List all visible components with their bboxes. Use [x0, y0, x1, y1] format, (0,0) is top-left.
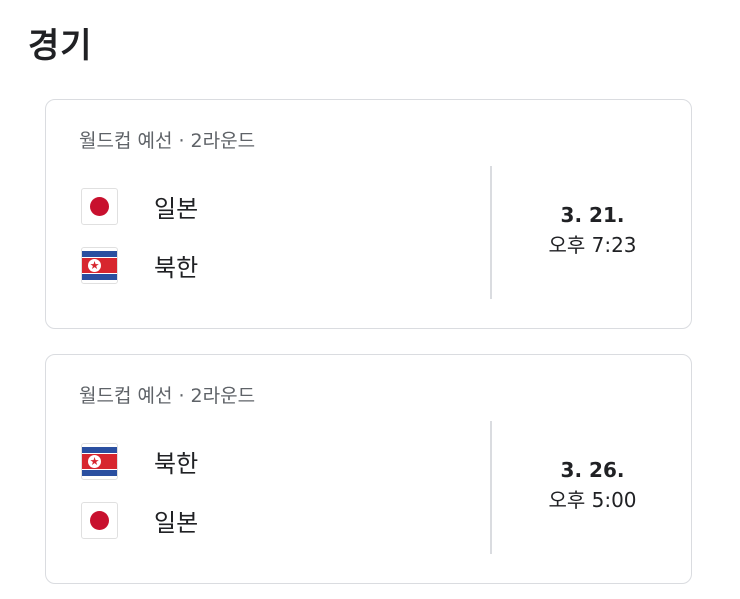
team-name: 일본 [154, 194, 199, 223]
north-korea-flag-icon: ★ [81, 246, 118, 284]
team-row-away[interactable]: 일본 [81, 500, 198, 540]
kickoff-info: 3. 26. 오후 5:00 [492, 455, 693, 515]
competition-label: 월드컵 예선 · 2라운드 [79, 385, 256, 407]
team-name: 북한 [154, 253, 199, 282]
competition-label: 월드컵 예선 · 2라운드 [79, 130, 256, 152]
match-date: 3. 21. [560, 203, 625, 227]
north-korea-flag-icon: ★ [81, 442, 118, 480]
match-time: 오후 5:00 [548, 488, 637, 512]
team-row-away[interactable]: ★ 북한 [81, 245, 198, 285]
team-name: 일본 [154, 508, 199, 537]
team-row-home[interactable]: 일본 [81, 186, 198, 226]
match-card[interactable]: 월드컵 예선 · 2라운드 일본 ★ 북한 3. 21. 오후 7:23 [45, 99, 692, 329]
divider [490, 166, 492, 299]
divider [490, 421, 492, 554]
kickoff-info: 3. 21. 오후 7:23 [492, 200, 693, 260]
team-name: 북한 [154, 449, 199, 478]
match-card[interactable]: 월드컵 예선 · 2라운드 ★ 북한 일본 3. 26. 오후 5:00 [45, 354, 692, 584]
japan-flag-icon [81, 501, 118, 539]
section-title: 경기 [28, 26, 93, 66]
team-row-home[interactable]: ★ 북한 [81, 441, 198, 481]
match-date: 3. 26. [560, 458, 625, 482]
japan-flag-icon [81, 187, 118, 225]
match-time: 오후 7:23 [548, 233, 637, 257]
